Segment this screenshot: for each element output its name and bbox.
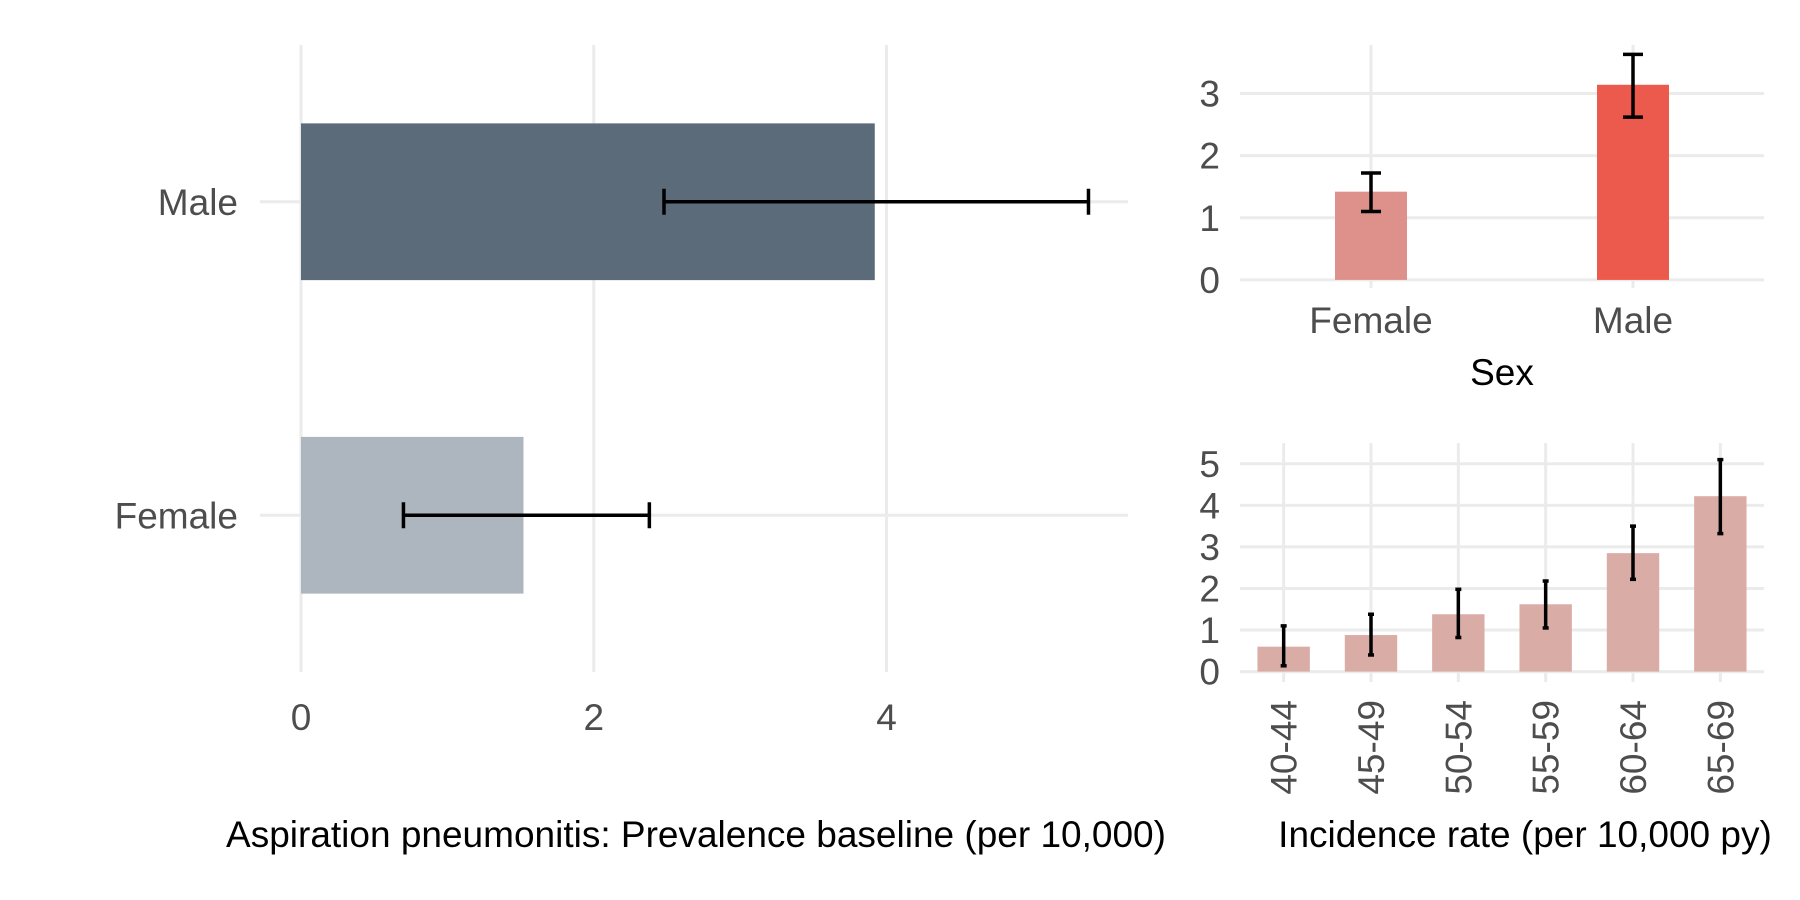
x-tick-label: 45-49 [1351, 700, 1392, 795]
y-tick-label: 3 [1199, 527, 1220, 568]
y-tick-label: 2 [1199, 136, 1220, 177]
x-tick-label: 65-69 [1700, 700, 1741, 795]
x-tick-label: Male [1593, 300, 1673, 341]
incidence-by-sex-panel: 0 1 2 3 Female Male Sex [1199, 45, 1764, 393]
y-tick-label: 1 [1199, 610, 1220, 651]
prevalence-by-sex-panel: 0 2 4 Female Male Aspiration pneumonitis: Pre… [115, 45, 1166, 855]
x-axis-title: Incidence rate (per 10,000 py) [1278, 814, 1772, 855]
x-tick-label: 2 [583, 697, 604, 738]
x-tick-label: 4 [876, 697, 897, 738]
x-tick-label: 40-44 [1264, 700, 1305, 795]
x-axis-title: Aspiration pneumonitis: Prevalence basel… [226, 814, 1166, 855]
x-tick-label: 0 [291, 697, 312, 738]
y-tick-label: Male [158, 182, 238, 223]
y-tick-label: 3 [1199, 73, 1220, 114]
y-tick-label: Female [115, 495, 238, 536]
x-tick-label: 55-59 [1526, 700, 1567, 795]
y-tick-label: 0 [1199, 652, 1220, 693]
y-tick-label: 4 [1199, 485, 1220, 526]
y-tick-label: 2 [1199, 568, 1220, 609]
y-tick-label: 1 [1199, 198, 1220, 239]
y-tick-label: 5 [1199, 444, 1220, 485]
x-tick-label: 60-64 [1613, 700, 1654, 795]
x-tick-label: Female [1309, 300, 1432, 341]
x-axis-title: Sex [1470, 352, 1534, 393]
y-tick-label: 0 [1199, 260, 1220, 301]
x-tick-label: 50-54 [1438, 700, 1479, 795]
